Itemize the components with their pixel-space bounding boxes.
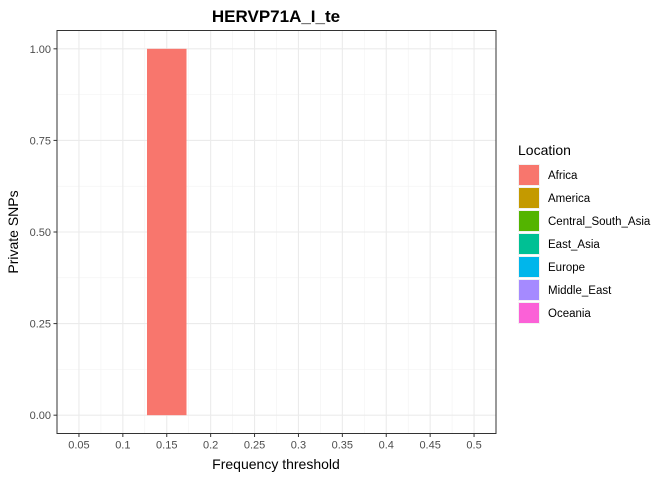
x-tick-label: 0.3 <box>291 440 306 452</box>
x-axis: 0.05 0.1 0.15 0.2 0.25 0.3 0.35 0.4 0.45 0.5 <box>68 433 482 452</box>
y-tick-label: 1.00 <box>30 44 51 56</box>
x-tick-label: 0.4 <box>379 440 394 452</box>
legend: Location Africa America Central_South_Asia… <box>518 142 651 324</box>
x-tick-label: 0.1 <box>115 440 130 452</box>
x-axis-title: Frequency threshold <box>212 456 340 472</box>
legend-swatch-east-asia <box>519 234 539 254</box>
legend-label: Europe <box>548 262 585 274</box>
x-tick-label: 0.2 <box>203 440 218 452</box>
x-tick-label: 0.45 <box>419 440 440 452</box>
legend-title: Location <box>518 142 571 158</box>
bar-africa <box>146 48 187 416</box>
x-tick-label: 0.5 <box>466 440 481 452</box>
y-axis-title: Private SNPs <box>5 190 21 273</box>
legend-label: Africa <box>548 170 578 182</box>
y-tick-label: 0.25 <box>30 319 51 331</box>
bars <box>146 48 187 416</box>
legend-label: Oceania <box>548 308 591 320</box>
x-tick-label: 0.35 <box>332 440 353 452</box>
major-gridlines <box>57 30 496 434</box>
legend-label: America <box>548 193 591 205</box>
y-tick-label: 0.50 <box>30 227 51 239</box>
legend-swatch-europe <box>519 257 539 277</box>
legend-swatch-oceania <box>519 303 539 323</box>
legend-label: East_Asia <box>548 239 600 251</box>
y-tick-label: 0.75 <box>30 135 51 147</box>
chart-title: HERVP71A_I_te <box>212 7 340 26</box>
legend-label: Middle_East <box>548 285 612 297</box>
legend-label: Central_South_Asia <box>548 216 651 228</box>
legend-swatch-middle-east <box>519 280 539 300</box>
x-tick-label: 0.25 <box>244 440 265 452</box>
legend-swatch-america <box>519 188 539 208</box>
x-tick-label: 0.05 <box>68 440 89 452</box>
y-axis: 0.00 0.25 0.50 0.75 1.00 <box>30 44 57 422</box>
legend-swatch-africa <box>519 165 539 185</box>
y-tick-label: 0.00 <box>30 410 51 422</box>
x-tick-label: 0.15 <box>156 440 177 452</box>
legend-swatch-central-south-asia <box>519 211 539 231</box>
